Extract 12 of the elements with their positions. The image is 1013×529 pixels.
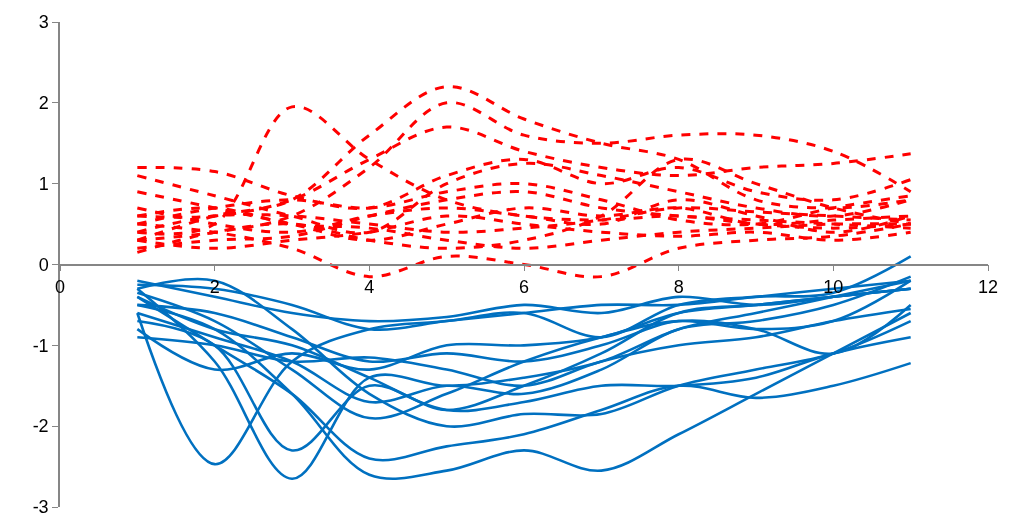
x-tick-label: 12	[977, 276, 999, 297]
x-tick-label: 4	[364, 276, 375, 297]
y-tick-label: 1	[38, 173, 49, 194]
y-tick-label: -1	[32, 335, 49, 356]
y-tick-label: 2	[38, 93, 49, 114]
x-tick-label: 6	[518, 276, 530, 297]
y-tick-label: 0	[38, 254, 49, 275]
y-tick-label: -2	[32, 416, 49, 437]
x-tick-label: 8	[673, 276, 684, 297]
x-tick-label: 0	[54, 276, 66, 297]
y-tick-label: -3	[32, 497, 49, 518]
y-tick-label: 3	[38, 12, 49, 33]
